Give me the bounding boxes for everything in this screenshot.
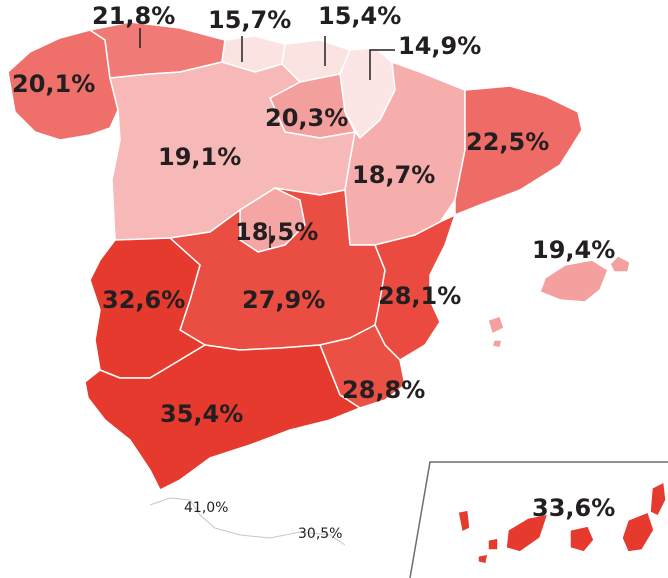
label-ceuta: 41,0% <box>184 500 228 516</box>
label-navarra: 14,9% <box>398 32 481 60</box>
label-la-rioja: 20,3% <box>265 104 348 132</box>
label-asturias: 21,8% <box>92 2 175 30</box>
label-aragon: 18,7% <box>352 161 435 189</box>
region-canarias-tenerife <box>505 513 549 553</box>
label-andalucia: 35,4% <box>160 400 243 428</box>
label-baleares: 19,4% <box>532 236 615 264</box>
africa-coast-outline <box>149 497 346 546</box>
region-canarias-fuerteventura <box>621 511 655 553</box>
label-cataluna: 22,5% <box>466 128 549 156</box>
region-canarias-gomera <box>487 537 499 551</box>
label-extremadura: 32,6% <box>102 286 185 314</box>
region-canarias-la-palma <box>457 509 471 533</box>
label-pais-vasco: 15,4% <box>318 2 401 30</box>
label-castilla-leon: 19,1% <box>158 143 241 171</box>
label-madrid: 18,5% <box>235 218 318 246</box>
label-galicia: 20,1% <box>12 70 95 98</box>
label-melilla: 30,5% <box>298 526 342 542</box>
label-murcia: 28,8% <box>342 376 425 404</box>
region-cataluna <box>454 85 583 216</box>
region-canarias-gran-canaria <box>569 525 595 553</box>
label-cantabria: 15,7% <box>208 6 291 34</box>
region-canarias-hierro <box>477 553 489 565</box>
label-canarias: 33,6% <box>532 494 615 522</box>
canarias-inset-border <box>409 461 668 578</box>
label-castilla-la-mancha: 27,9% <box>242 286 325 314</box>
leader-navarra <box>369 49 395 80</box>
region-baleares-formentera <box>491 339 503 349</box>
region-baleares-ibiza <box>487 315 505 335</box>
region-canarias-lanzarote <box>649 481 667 517</box>
region-andalucia <box>84 344 361 491</box>
region-baleares-menorca <box>609 255 631 273</box>
region-baleares-mallorca <box>539 259 609 303</box>
label-valencia: 28,1% <box>378 282 461 310</box>
